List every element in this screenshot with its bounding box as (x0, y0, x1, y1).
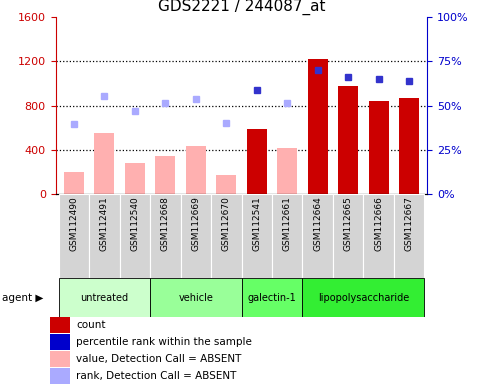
Text: GSM112667: GSM112667 (405, 197, 413, 252)
Bar (150, 194, 181, 278)
Bar (216, 175, 236, 194)
Bar (247, 129, 267, 194)
Bar (181, 194, 211, 278)
Bar (308, 59, 327, 194)
Bar (333, 194, 363, 278)
Text: GSM112665: GSM112665 (344, 197, 353, 252)
Bar (302, 278, 425, 317)
Bar (272, 194, 302, 278)
Bar (338, 86, 358, 194)
Bar (94, 133, 114, 194)
Bar (369, 101, 389, 194)
Bar (242, 194, 272, 278)
Bar (50, 367, 70, 384)
Title: GDS2221 / 244087_at: GDS2221 / 244087_at (158, 0, 325, 15)
Bar (363, 194, 394, 278)
Text: GSM112490: GSM112490 (70, 197, 78, 251)
Bar (120, 194, 150, 278)
Text: galectin-1: galectin-1 (248, 293, 297, 303)
Bar (211, 194, 242, 278)
Bar (186, 146, 206, 194)
Bar (58, 278, 150, 317)
Text: agent ▶: agent ▶ (2, 293, 44, 303)
Bar (150, 278, 242, 317)
Text: percentile rank within the sample: percentile rank within the sample (76, 337, 252, 347)
Bar (277, 147, 297, 194)
Text: value, Detection Call = ABSENT: value, Detection Call = ABSENT (76, 354, 242, 364)
Bar (89, 194, 120, 278)
Text: GSM112491: GSM112491 (100, 197, 109, 251)
Text: GSM112664: GSM112664 (313, 197, 322, 251)
Text: count: count (76, 320, 106, 330)
Bar (58, 194, 89, 278)
Bar (399, 98, 419, 194)
Text: vehicle: vehicle (178, 293, 213, 303)
Text: GSM112668: GSM112668 (161, 197, 170, 252)
Bar (50, 334, 70, 350)
Bar (64, 172, 84, 194)
Bar (156, 156, 175, 194)
Bar (394, 194, 425, 278)
Text: GSM112666: GSM112666 (374, 197, 383, 252)
Bar (125, 163, 145, 194)
Text: GSM112661: GSM112661 (283, 197, 292, 252)
Bar (50, 351, 70, 367)
Bar (242, 278, 302, 317)
Text: untreated: untreated (80, 293, 128, 303)
Text: GSM112540: GSM112540 (130, 197, 139, 251)
Text: rank, Detection Call = ABSENT: rank, Detection Call = ABSENT (76, 371, 237, 381)
Text: lipopolysaccharide: lipopolysaccharide (318, 293, 409, 303)
Text: GSM112541: GSM112541 (252, 197, 261, 251)
Bar (50, 317, 70, 333)
Bar (302, 194, 333, 278)
Text: GSM112670: GSM112670 (222, 197, 231, 252)
Text: GSM112669: GSM112669 (191, 197, 200, 252)
